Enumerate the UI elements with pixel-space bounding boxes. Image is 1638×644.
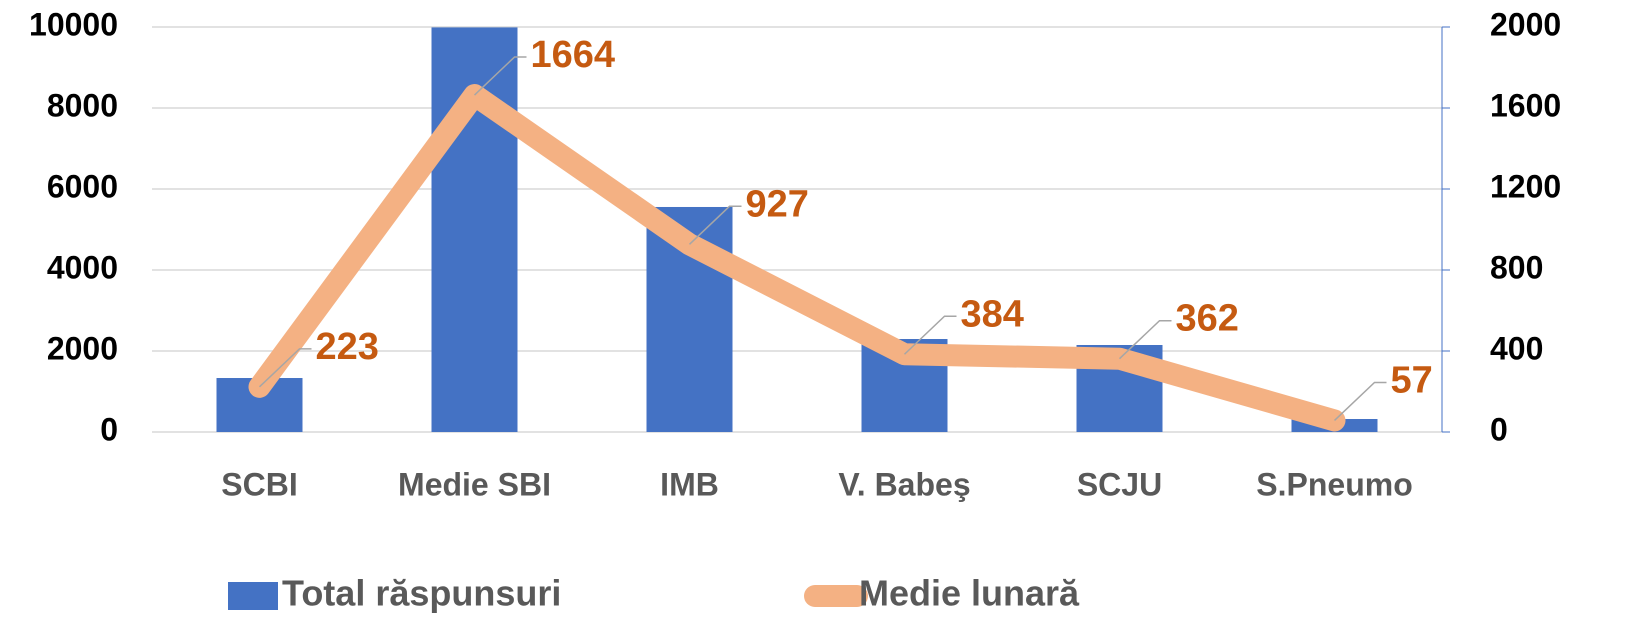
data-label: 57 — [1391, 359, 1433, 401]
y2-tick-label: 400 — [1490, 330, 1543, 366]
y-tick-label: 4000 — [47, 249, 118, 285]
data-label: 223 — [316, 326, 379, 368]
leader-line — [688, 205, 742, 245]
data-label: 927 — [746, 183, 809, 225]
y-tick-label: 8000 — [47, 87, 118, 123]
leader-line — [473, 56, 527, 96]
legend-swatch — [228, 582, 278, 610]
y-tick-label: 0 — [100, 411, 118, 447]
y2-tick-label: 2000 — [1490, 6, 1561, 42]
leader-line — [1118, 319, 1172, 360]
x-tick-label: SCBI — [221, 466, 297, 502]
x-tick-label: IMB — [660, 466, 719, 502]
legend-label: Total răspunsuri — [282, 573, 561, 614]
y2-tick-label: 0 — [1490, 411, 1508, 447]
line — [248, 84, 1346, 432]
y2-tick-label: 1600 — [1490, 87, 1561, 123]
y-tick-label: 10000 — [29, 6, 118, 42]
y2-tick-label: 1200 — [1490, 168, 1561, 204]
y-tick-label: 6000 — [47, 168, 118, 204]
leader-line — [903, 315, 957, 355]
data-label: 384 — [961, 293, 1024, 335]
x-tick-label: V. Babeş — [838, 466, 970, 502]
data-label: 1664 — [531, 34, 616, 76]
y-tick-label: 2000 — [47, 330, 118, 366]
x-tick-label: SCJU — [1077, 466, 1162, 502]
x-tick-label: Medie SBI — [398, 466, 551, 502]
x-tick-label: S.Pneumo — [1256, 466, 1412, 502]
y2-tick-label: 800 — [1490, 249, 1543, 285]
leader-line — [1333, 381, 1387, 422]
legend-label: Medie lunară — [859, 573, 1080, 614]
data-label: 362 — [1176, 298, 1239, 340]
leader-line — [258, 348, 312, 388]
